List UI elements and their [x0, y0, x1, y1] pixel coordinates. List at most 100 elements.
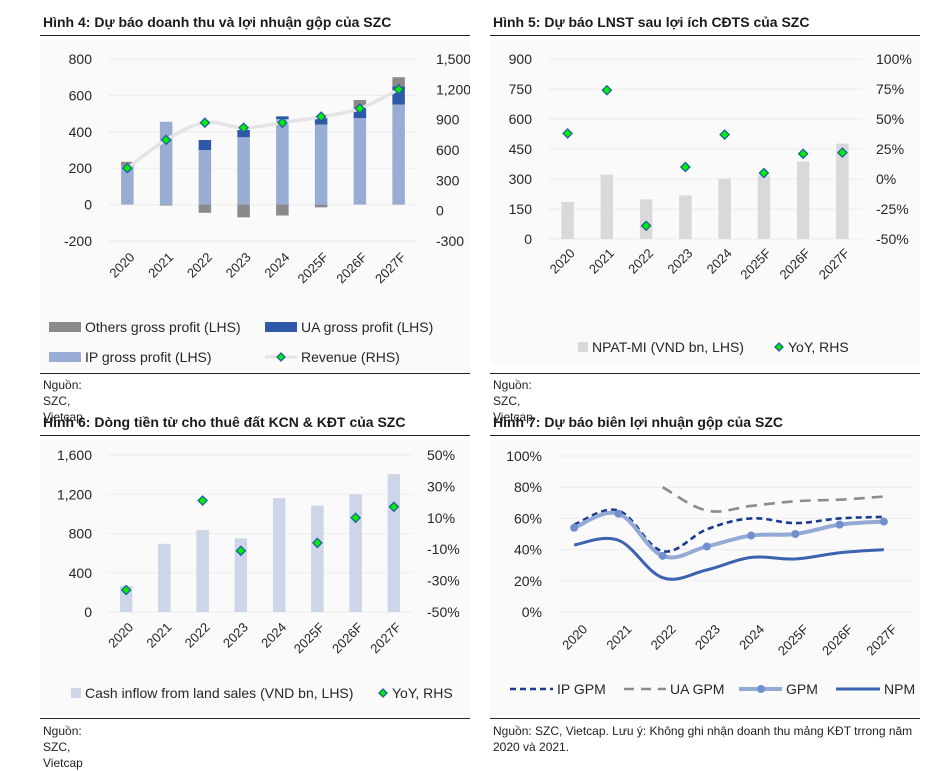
line-gpm: [573, 510, 885, 560]
y-right-tick-label: 25%: [876, 141, 904, 157]
gpm-marker: [791, 530, 800, 538]
legend-swatch-others: [49, 322, 81, 332]
figure-7-bottom-rule: [490, 718, 920, 719]
yoy-marker: [197, 495, 209, 506]
yoy-marker: [562, 127, 574, 139]
y-left-tick-label: 800: [69, 51, 93, 67]
yoy-marker: [797, 148, 809, 160]
y-left-tick-label: 900: [509, 51, 533, 67]
bar-others-gross-profit: [159, 204, 173, 206]
figure-5-source: Nguồn: SZC, Vietcap: [493, 378, 533, 424]
legend-label: NPM: [884, 681, 915, 697]
bar-ua-gross-profit: [198, 139, 212, 150]
yoy-marker: [311, 537, 323, 549]
bar-npat-mi: [836, 143, 849, 239]
yoy-marker: [350, 512, 362, 524]
figure-5-title-rule: [490, 35, 920, 36]
revenue-marker: [199, 117, 211, 129]
y-right-tick-label: 50%: [876, 111, 904, 127]
y-right-tick-label: 0: [436, 203, 444, 219]
legend-label: GPM: [786, 681, 818, 697]
x-tick-label: 2020: [559, 622, 590, 653]
gpm-marker: [658, 551, 667, 560]
y-left-tick-label: 200: [69, 160, 93, 176]
y-left-tick-label: 0: [84, 604, 92, 620]
y-right-tick-label: -50%: [427, 604, 460, 620]
bar-npat-mi: [639, 199, 653, 239]
legend-label: YoY, RHS: [392, 685, 453, 701]
bar-ip-gross-profit: [237, 137, 250, 205]
y-right-tick-label: -300: [436, 233, 464, 249]
figure-4-source: Nguồn: SZC, Vietcap: [43, 378, 83, 424]
line-ua-gpm: [661, 486, 884, 513]
legend-label: Others gross profit (LHS): [85, 319, 241, 335]
y-left-tick-label: 600: [509, 111, 533, 127]
legend-swatch-npat: [578, 342, 588, 352]
bar-npat-mi: [561, 202, 574, 239]
legend-marker-gpm: [757, 685, 765, 693]
yoy-marker: [601, 84, 613, 96]
figure-5-bottom-rule: [490, 373, 920, 374]
figure-6-title: Hình 6: Dòng tiền từ cho thuê đất KCN & …: [43, 414, 406, 430]
legend-swatch-ip: [49, 352, 81, 362]
y-left-tick-label: 100%: [506, 448, 542, 464]
bar-npat-mi: [600, 174, 614, 239]
x-tick-label: 2027F: [863, 621, 900, 658]
y-left-tick-label: 20%: [514, 573, 542, 589]
figure-5-chart: 0 150 300 450 600 750 900 -50% -25% 0% 25% 50% 75% 10…: [509, 51, 912, 355]
y-left-tick-label: 150: [509, 201, 533, 217]
gpm-marker: [614, 509, 623, 518]
gpm-marker: [570, 523, 579, 532]
legend-label: Cash inflow from land sales (VND bn, LHS…: [85, 685, 353, 701]
bar-cash-inflow: [234, 538, 248, 612]
y-right-tick-label: 600: [436, 142, 460, 158]
figure-6-bottom-rule: [40, 718, 470, 719]
revenue-marker: [238, 122, 250, 134]
x-tick-label: 2025F: [775, 621, 812, 658]
yoy-marker: [836, 147, 848, 159]
y-right-tick-label: -30%: [427, 573, 460, 589]
y-left-tick-label: 80%: [514, 479, 542, 495]
y-right-tick-label: -25%: [876, 201, 909, 217]
figure-4-title-rule: [40, 35, 470, 36]
y-left-tick-label: 1,200: [57, 486, 92, 502]
y-left-tick-label: 750: [509, 81, 533, 97]
bar-others-gross-profit: [276, 204, 289, 216]
bar-ip-gross-profit: [392, 104, 405, 205]
bar-ip-gross-profit: [353, 118, 367, 205]
bar-cash-inflow: [272, 498, 286, 612]
y-right-tick-label: 10%: [427, 510, 455, 526]
y-right-tick-label: 900: [436, 112, 460, 128]
y-right-tick-label: 1,200: [436, 81, 470, 97]
y-left-tick-label: 1,600: [57, 447, 92, 463]
revenue-marker: [160, 134, 172, 146]
x-tick-label: 2024: [736, 622, 767, 653]
y-right-tick-label: 30%: [427, 478, 455, 494]
yoy-marker: [235, 545, 247, 557]
figure-7-plot-area: [490, 438, 920, 716]
bar-ip-gross-profit: [276, 119, 289, 205]
bar-others-gross-profit: [198, 204, 212, 213]
bar-cash-inflow: [311, 505, 324, 612]
figure-7-title-rule: [490, 435, 920, 436]
x-tick-label: 2021: [603, 622, 634, 653]
revenue-marker: [315, 111, 327, 123]
figure-4-bottom-rule: [40, 373, 470, 374]
figure-6-chart: 04008001,2001,600-50%-30%-10%10%30%50%20…: [57, 447, 460, 701]
bar-cash-inflow: [158, 543, 171, 612]
yoy-marker: [679, 161, 691, 173]
legend-marker-revenue: [276, 352, 286, 362]
y-left-tick-label: 600: [69, 87, 93, 103]
yoy-marker: [758, 167, 770, 179]
legend-label: Revenue (RHS): [301, 349, 400, 365]
yoy-marker: [640, 220, 652, 232]
yoy-marker: [388, 501, 400, 513]
legend-swatch-cash: [71, 688, 81, 698]
y-right-tick-label: 300: [436, 172, 460, 188]
line-ip-gpm: [573, 508, 884, 553]
y-left-tick-label: 0%: [522, 604, 542, 620]
x-tick-label: 2023: [692, 622, 723, 653]
gpm-marker: [879, 517, 888, 526]
revenue-marker: [354, 103, 366, 114]
revenue-marker: [121, 162, 133, 174]
